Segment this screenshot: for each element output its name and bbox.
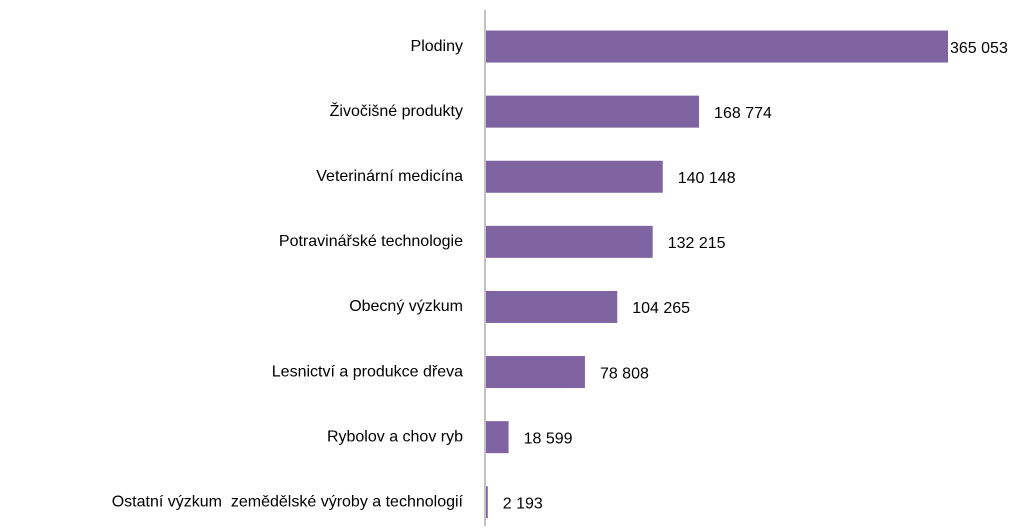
- bar: [486, 356, 585, 389]
- category-label: Živočišné produkty: [330, 101, 463, 120]
- bar: [486, 30, 948, 63]
- bar: [486, 421, 509, 454]
- category-label: Obecný výzkum: [349, 298, 463, 315]
- category-label: Ostatní výzkum zemědělské výroby a techn…: [112, 493, 464, 510]
- value-label: 78 808: [600, 365, 649, 382]
- value-label: 140 148: [678, 170, 736, 187]
- bar: [486, 225, 653, 258]
- category-label: Lesnictví a produkce dřeva: [272, 363, 463, 380]
- value-label: 18 599: [524, 430, 573, 447]
- bar: [486, 290, 618, 323]
- value-label: 104 265: [632, 300, 690, 317]
- value-label: 365 053: [950, 40, 1008, 57]
- category-label: Veterinární medicína: [316, 168, 463, 185]
- category-label: Plodiny: [411, 38, 463, 55]
- value-label: 168 774: [714, 105, 772, 122]
- category-label: Potravinářské technologie: [279, 233, 463, 250]
- value-label: 132 215: [668, 235, 726, 252]
- bar: [486, 160, 663, 193]
- bar: [486, 95, 700, 128]
- bar: [486, 486, 488, 519]
- value-label: 2 193: [503, 495, 543, 512]
- category-label: Rybolov a chov ryb: [327, 428, 463, 445]
